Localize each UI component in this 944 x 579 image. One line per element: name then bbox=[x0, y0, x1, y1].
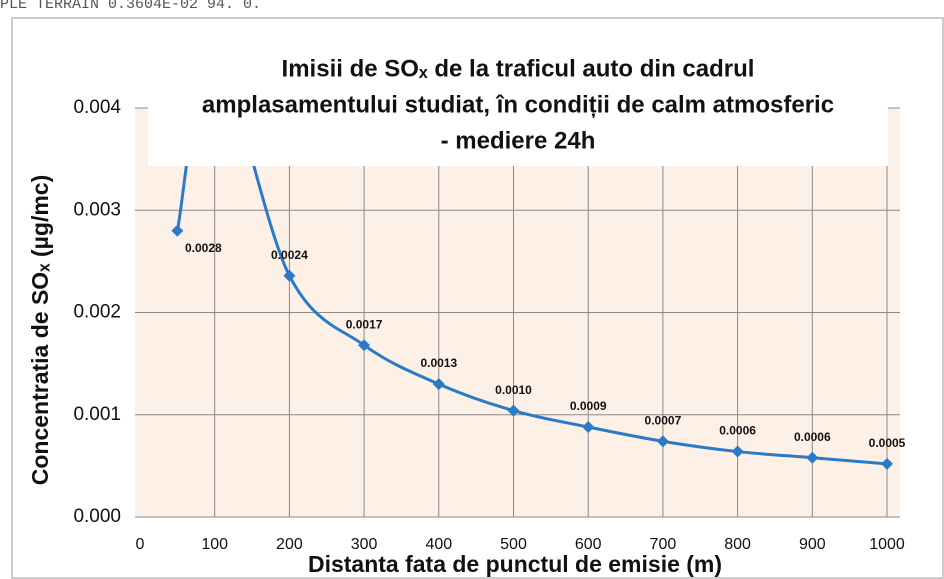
data-point bbox=[171, 224, 184, 237]
data-label: 0.0009 bbox=[570, 399, 607, 413]
x-tick-label: 0 bbox=[136, 536, 145, 553]
x-tick-label: 900 bbox=[799, 536, 826, 553]
x-tick-label: 500 bbox=[500, 536, 527, 553]
x-tick-label: 300 bbox=[351, 536, 378, 553]
x-tick-label: 400 bbox=[425, 536, 452, 553]
y-tick-label: 0.004 bbox=[73, 97, 121, 118]
data-point bbox=[358, 339, 371, 352]
data-label: 0.0006 bbox=[794, 430, 831, 444]
data-label: 0.0028 bbox=[185, 241, 222, 255]
data-label: 0.0010 bbox=[495, 383, 532, 397]
x-axis-title: Distanta fata de punctul de emisie (m) bbox=[308, 551, 722, 577]
data-point bbox=[283, 269, 296, 282]
x-tick-label: 800 bbox=[724, 536, 751, 553]
x-tick-label: 200 bbox=[276, 536, 303, 553]
y-axis-title: Concentratia de SOₓ (µg/mc) bbox=[27, 175, 53, 486]
x-tick-label: 1000 bbox=[869, 536, 905, 553]
data-point bbox=[432, 378, 445, 391]
data-label: 0.0006 bbox=[719, 424, 756, 438]
page-fragment: PLE TERRAIN 0.3604E-02 94. 0. bbox=[0, 0, 261, 13]
data-label: 0.0024 bbox=[271, 248, 308, 262]
y-tick-label: 0.002 bbox=[73, 302, 121, 323]
x-tick-label: 700 bbox=[650, 536, 677, 553]
data-point bbox=[806, 451, 819, 464]
title-box bbox=[148, 42, 888, 166]
chart-title: Imisii de SOₓ de la traficul auto din ca… bbox=[282, 55, 755, 82]
y-tick-label: 0.003 bbox=[73, 199, 121, 220]
y-tick-label: 0.001 bbox=[73, 404, 121, 425]
data-label: 0.0005 bbox=[869, 436, 906, 450]
data-label: 0.0007 bbox=[645, 414, 682, 428]
chart-title: amplasamentului studiat, în condiții de … bbox=[202, 91, 834, 118]
x-tick-label: 600 bbox=[575, 536, 602, 553]
data-label: 0.0017 bbox=[346, 317, 383, 331]
data-label: 0.0013 bbox=[420, 356, 457, 370]
data-point bbox=[656, 435, 669, 448]
data-point bbox=[507, 404, 520, 417]
data-point bbox=[731, 445, 744, 458]
chart-title: - mediere 24h bbox=[441, 127, 596, 154]
y-tick-label: 0.000 bbox=[73, 506, 121, 527]
data-point bbox=[582, 421, 595, 434]
x-tick-label: 100 bbox=[201, 536, 228, 553]
data-point bbox=[881, 457, 893, 470]
